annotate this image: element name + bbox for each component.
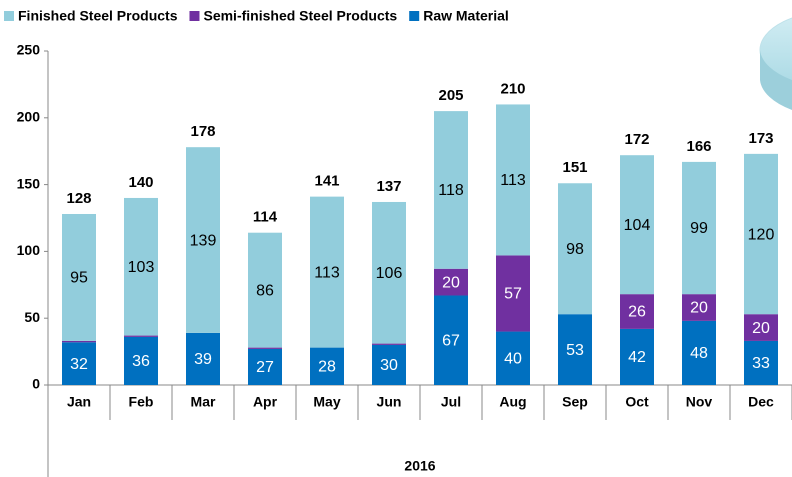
total-label: 205 — [438, 87, 463, 104]
value-label: 48 — [690, 345, 708, 362]
value-label: 28 — [318, 359, 336, 376]
total-label: 210 — [500, 80, 525, 97]
value-label: 106 — [376, 265, 403, 282]
value-label: 32 — [70, 356, 88, 373]
total-label: 141 — [314, 173, 339, 190]
value-label: 39 — [194, 351, 212, 368]
value-label: 113 — [314, 264, 340, 281]
value-label: 40 — [504, 350, 522, 367]
value-label: 57 — [504, 286, 522, 303]
value-label: 27 — [256, 359, 274, 376]
value-label: 98 — [566, 241, 584, 258]
value-label: 20 — [752, 320, 770, 337]
total-label: 128 — [66, 190, 91, 207]
x-tick-label: Sep — [562, 394, 588, 410]
value-label: 53 — [566, 342, 584, 359]
total-label: 166 — [686, 138, 711, 155]
x-tick-label: Dec — [748, 394, 774, 410]
x-tick-label: Oct — [625, 394, 649, 410]
legend-swatch — [4, 11, 14, 21]
y-tick-label: 150 — [17, 175, 41, 191]
total-label: 137 — [376, 178, 401, 195]
value-label: 103 — [128, 259, 155, 276]
bar-segment — [62, 341, 96, 342]
value-label: 86 — [256, 282, 274, 299]
value-label: 30 — [380, 357, 398, 374]
total-label: 151 — [562, 159, 587, 176]
legend-swatch — [189, 11, 199, 21]
group-label: 2016 — [404, 458, 435, 474]
value-label: 67 — [442, 332, 460, 349]
value-label: 104 — [624, 217, 651, 234]
x-tick-label: Mar — [191, 394, 216, 410]
y-tick-label: 50 — [24, 309, 40, 325]
total-label: 140 — [128, 174, 153, 191]
value-label: 95 — [70, 270, 88, 287]
legend-label: Finished Steel Products — [18, 8, 178, 24]
value-label: 42 — [628, 349, 646, 366]
total-label: 178 — [190, 123, 215, 140]
bar-segment — [124, 336, 158, 337]
value-label: 26 — [628, 304, 646, 321]
x-tick-label: May — [313, 394, 340, 410]
total-label: 173 — [748, 130, 773, 147]
total-label: 114 — [253, 209, 278, 226]
legend-label: Semi-finished Steel Products — [203, 8, 397, 24]
value-label: 113 — [500, 172, 526, 189]
legend-label: Raw Material — [423, 8, 509, 24]
x-tick-label: Jun — [377, 394, 402, 410]
y-tick-label: 200 — [17, 109, 41, 125]
chart: 2016 0 50 100 150 200 250 Finished Steel Produ… — [0, 0, 792, 477]
x-tick-label: Jan — [67, 394, 91, 410]
total-label: 172 — [624, 131, 649, 148]
value-label: 139 — [190, 232, 217, 249]
y-tick-label: 250 — [17, 42, 41, 58]
x-tick-label: Feb — [129, 394, 154, 410]
legend-swatch — [409, 11, 419, 21]
x-tick-label: Jul — [441, 394, 461, 410]
value-label: 118 — [438, 182, 464, 199]
y-tick-label: 0 — [32, 376, 40, 392]
value-label: 33 — [752, 355, 770, 372]
value-label: 36 — [132, 353, 150, 370]
value-label: 99 — [690, 220, 708, 237]
x-tick-label: Nov — [686, 394, 713, 410]
x-tick-label: Apr — [253, 394, 278, 410]
x-tick-label: Aug — [499, 394, 526, 410]
y-tick-label: 100 — [17, 242, 41, 258]
page: 2016 0 50 100 150 200 250 Finished Steel Produ… — [0, 0, 792, 477]
bar-segment — [372, 344, 406, 345]
value-label: 20 — [690, 300, 708, 317]
value-label: 20 — [442, 274, 460, 291]
value-label: 120 — [748, 226, 775, 243]
bar-segment — [248, 348, 282, 349]
